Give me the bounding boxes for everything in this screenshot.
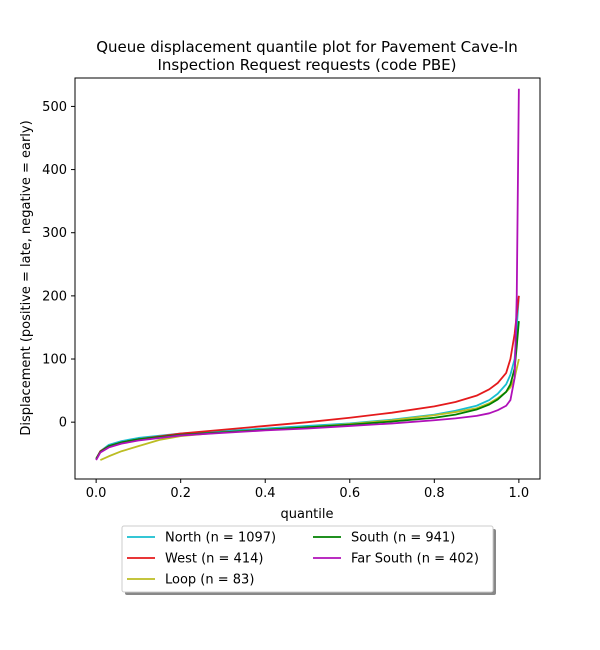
legend: North (n = 1097) West (n = 414) Loop (n = …: [121, 525, 496, 595]
plot-frame: [74, 77, 541, 480]
series-lines: [95, 88, 520, 461]
series-line-1: [95, 295, 520, 460]
series-line-3: [95, 321, 520, 460]
legend-label-1: West (n = 414): [165, 552, 263, 567]
y-tick-label-1: 100: [42, 353, 67, 368]
legend-label-2: Loop (n = 83): [165, 573, 254, 588]
x-tick-label-2: 0.4: [255, 486, 276, 501]
chart-title-line-1: Queue displacement quantile plot for Pav…: [96, 38, 518, 56]
legend-label-3: South (n = 941): [351, 531, 455, 546]
series-line-2: [99, 358, 520, 461]
plot-area: [74, 77, 541, 480]
legend-label-0: North (n = 1097): [165, 531, 276, 546]
series-line-4: [95, 88, 520, 461]
y-tick-label-3: 300: [42, 226, 67, 241]
x-axis: 0.0 0.2 0.4 0.6 0.8 1.0: [86, 479, 529, 501]
x-tick-label-1: 0.2: [170, 486, 191, 501]
y-tick-label-4: 400: [42, 163, 67, 178]
legend-label-4: Far South (n = 402): [351, 552, 479, 567]
x-tick-label-3: 0.6: [339, 486, 360, 501]
y-axis: 0 100 200 300 400 500: [42, 100, 75, 431]
x-tick-label-4: 0.8: [424, 486, 445, 501]
x-tick-label-0: 0.0: [86, 486, 107, 501]
x-tick-label-5: 1.0: [509, 486, 530, 501]
y-tick-label-0: 0: [59, 416, 67, 431]
series-line-0: [95, 295, 520, 460]
y-axis-label: Displacement (positive = late, negative …: [19, 120, 34, 435]
y-tick-label-2: 200: [42, 289, 67, 304]
x-axis-label: quantile: [280, 507, 333, 522]
y-tick-label-5: 500: [42, 100, 67, 115]
legend-box: [121, 525, 494, 593]
chart-title-line-2: Inspection Request requests (code PBE): [157, 56, 456, 74]
